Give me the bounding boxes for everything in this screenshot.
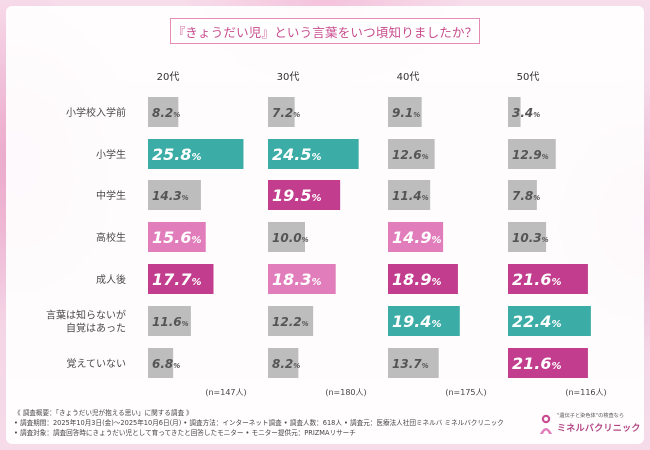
bar (388, 97, 422, 127)
bar (268, 222, 305, 252)
bar (508, 222, 547, 252)
value-label: 11.6% (152, 315, 189, 329)
value-label: 11.4% (392, 189, 429, 203)
value-label: 19.5% (272, 186, 322, 205)
sample-size-label: (n=175人) (445, 388, 486, 397)
bar (268, 306, 314, 336)
value-label: 18.3% (272, 270, 322, 289)
value-label: 7.2% (272, 106, 300, 120)
bar (388, 264, 458, 294)
bar (388, 348, 439, 378)
bar (508, 306, 591, 336)
value-label: 24.5% (272, 145, 322, 164)
logo-name: ミネルバクリニック (557, 424, 641, 434)
value-label: 12.6% (392, 148, 429, 162)
logo-tagline: "遺伝子と染色体"の検査なら (557, 413, 625, 419)
bar (148, 264, 214, 294)
value-label: 10.3% (512, 231, 549, 245)
bar (148, 97, 179, 127)
row-label: 小学校入学前 (66, 106, 126, 119)
bar (268, 264, 336, 294)
bar (268, 139, 359, 169)
value-label: 25.8% (152, 145, 202, 164)
survey-target-line: • 調査対象：調査回答時にきょうだい児として育ってきたと回答したモニター • モ… (14, 429, 356, 437)
sample-size-label: (n=147人) (205, 388, 246, 397)
chart-title: 『きょうだい児』という言葉をいつ頃知りましたか？ (170, 18, 480, 44)
bar (268, 180, 341, 210)
value-label: 14.9% (392, 228, 442, 247)
bar (508, 139, 556, 169)
column-header: 30代 (277, 71, 300, 83)
bar (388, 180, 431, 210)
column-header: 40代 (397, 71, 420, 83)
value-label: 6.8% (152, 357, 180, 371)
value-label: 22.4% (512, 312, 562, 331)
value-label: 13.7% (392, 357, 429, 371)
value-label: 9.1% (392, 106, 420, 120)
value-label: 18.9% (392, 270, 442, 289)
grouped-bar-chart: 20代 (n=147人) 30代 (n=180人) 40代 (n=175人) 50代 (n=1… (46, 71, 607, 397)
survey-title: 《 調査概要：「きょうだい児が抱える思い」に関する調査 》 (14, 409, 193, 417)
survey-footer: 《 調査概要：「きょうだい児が抱える思い」に関する調査 》 • 調査期間：202… (14, 408, 534, 438)
bar (148, 180, 201, 210)
bar (508, 264, 588, 294)
bar (268, 348, 299, 378)
bar (148, 348, 174, 378)
sample-size-label: (n=180人) (325, 388, 366, 397)
value-label: 12.2% (272, 315, 309, 329)
value-label: 17.7% (152, 270, 202, 289)
row-label: 成人後 (96, 273, 126, 286)
bar (388, 139, 435, 169)
bar (148, 222, 206, 252)
bar (268, 97, 295, 127)
bar (508, 97, 521, 127)
bar (148, 139, 244, 169)
chart-title-text: 『きょうだい児』という言葉をいつ頃知りましたか？ (172, 24, 478, 40)
value-label: 10.0% (272, 231, 309, 245)
row-label: 高校生 (96, 231, 126, 244)
value-label: 19.4% (392, 312, 442, 331)
value-label: 7.8% (512, 189, 540, 203)
clinic-logo-icon (540, 414, 552, 434)
value-label: 14.3% (152, 189, 189, 203)
row-label: 小学生 (96, 148, 126, 161)
value-label: 15.6% (152, 228, 202, 247)
clinic-logo: "遺伝子と染色体"の検査なら ミネルバクリニック (538, 410, 644, 440)
sample-size-label: (n=116人) (565, 388, 606, 397)
value-label: 21.6% (512, 270, 562, 289)
bar (148, 306, 191, 336)
value-label: 12.9% (512, 148, 549, 162)
value-label: 8.2% (272, 357, 300, 371)
survey-period-line: • 調査期間：2025年10月3日(金)〜2025年10月6日(月) • 調査方… (14, 419, 504, 427)
column-header: 50代 (517, 71, 540, 83)
value-label: 21.6% (512, 354, 562, 373)
row-label: 覚えていない (67, 357, 127, 370)
value-label: 8.2% (152, 106, 180, 120)
bar (508, 348, 588, 378)
column-header: 20代 (157, 71, 180, 83)
bar (388, 306, 460, 336)
row-label: 言葉は知らないが (46, 309, 126, 322)
row-label: 自覚はあった (66, 322, 126, 335)
bar (508, 180, 537, 210)
row-label: 中学生 (96, 189, 126, 202)
value-label: 3.4% (512, 106, 540, 120)
bar (388, 222, 444, 252)
